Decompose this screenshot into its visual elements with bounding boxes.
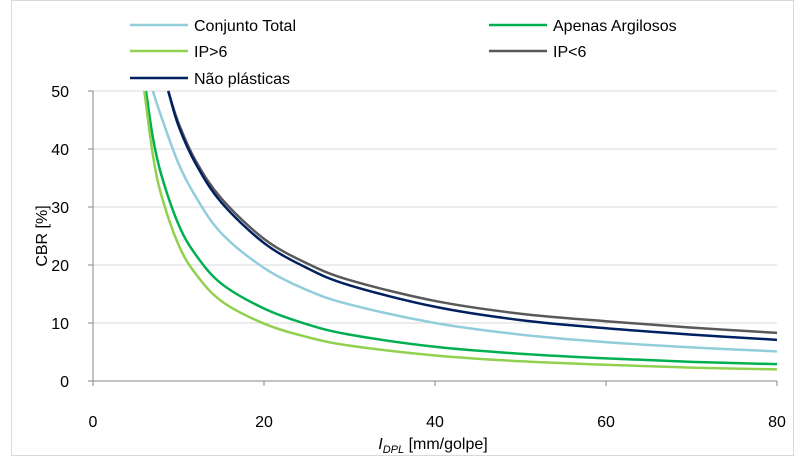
legend-label: IP<6: [553, 44, 586, 61]
y-tick-label: 10: [51, 316, 69, 333]
series-line-3: [167, 90, 778, 335]
x-tick-label: 0: [89, 414, 98, 431]
x-tick-label: 40: [426, 414, 444, 431]
series-line-2: [143, 90, 778, 371]
legend-label: Apenas Argilosos: [553, 18, 677, 35]
y-tick-label: 50: [51, 84, 69, 101]
x-tick-label: 20: [255, 414, 273, 431]
y-tick-label: 0: [60, 374, 69, 391]
axes: 0 10 20 30 40 50 0 20 40 60 80: [51, 84, 786, 431]
legend-label: IP>6: [194, 44, 227, 61]
chart-border: [11, 0, 794, 456]
series-line-0: [151, 90, 778, 353]
y-tick-label: 30: [51, 200, 69, 217]
legend-item-4: Não plásticas: [130, 71, 290, 88]
x-tick-label: 60: [597, 414, 615, 431]
y-tick-label: 40: [51, 142, 69, 159]
series-line-4: [167, 90, 778, 342]
series-lines: [143, 90, 778, 371]
legend-label: Conjunto Total: [194, 18, 296, 35]
legend-item-0: Conjunto Total: [130, 18, 296, 35]
legend-item-1: Apenas Argilosos: [489, 18, 677, 35]
legend: Conjunto Total Apenas Argilosos IP>6 IP<6 Nã…: [130, 18, 677, 88]
x-axis-label-subscript: DPL: [383, 444, 404, 456]
legend-item-2: IP>6: [130, 44, 227, 61]
grid: [93, 90, 777, 324]
legend-label: Não plásticas: [194, 71, 290, 88]
x-tick-label: 80: [768, 414, 786, 431]
y-tick-label: 20: [51, 258, 69, 275]
y-axis-label: CBR [%]: [34, 205, 51, 266]
legend-item-3: IP<6: [489, 44, 586, 61]
x-axis-label: IDPL [mm/golpe]: [378, 436, 487, 456]
x-axis-label-symbol: I: [378, 436, 383, 453]
x-axis-label-unit: [mm/golpe]: [404, 436, 488, 453]
series-line-1: [144, 90, 778, 366]
